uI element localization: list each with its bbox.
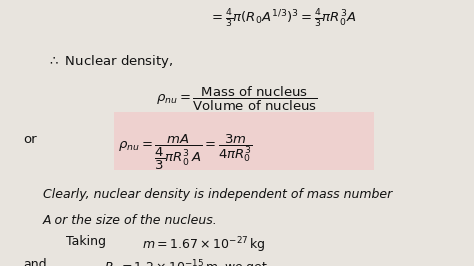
Text: Taking: Taking xyxy=(66,235,106,248)
Text: or: or xyxy=(24,133,37,146)
Text: $m=1.67\times 10^{-27}\,\mathrm{kg}$: $m=1.67\times 10^{-27}\,\mathrm{kg}$ xyxy=(142,235,266,255)
Text: $R_0=1.2\times 10^{-15}\,\mathrm{m, we\ get}$: $R_0=1.2\times 10^{-15}\,\mathrm{m, we\ … xyxy=(104,258,268,266)
Text: and: and xyxy=(24,258,47,266)
Text: Clearly, nuclear density is independent of mass number: Clearly, nuclear density is independent … xyxy=(43,188,392,201)
Text: $=\frac{4}{3}\pi(R_0 A^{1/3})^3=\frac{4}{3}\pi R_0^3 A$: $=\frac{4}{3}\pi(R_0 A^{1/3})^3=\frac{4}… xyxy=(209,8,356,30)
Text: $\rho_{nu}=\dfrac{mA}{\dfrac{4}{3}\pi R_0^3\,A}=\dfrac{3m}{4\pi R_0^3}$: $\rho_{nu}=\dfrac{mA}{\dfrac{4}{3}\pi R_… xyxy=(118,133,254,172)
Text: A or the size of the nucleus.: A or the size of the nucleus. xyxy=(43,214,218,227)
Text: $\therefore$ Nuclear density,: $\therefore$ Nuclear density, xyxy=(47,53,174,70)
Bar xyxy=(114,112,374,170)
Text: $\rho_{nu}=\dfrac{\mathrm{Mass\ of\ nucleus}}{\mathrm{Volume\ of\ nucleus}}$: $\rho_{nu}=\dfrac{\mathrm{Mass\ of\ nucl… xyxy=(156,85,318,113)
